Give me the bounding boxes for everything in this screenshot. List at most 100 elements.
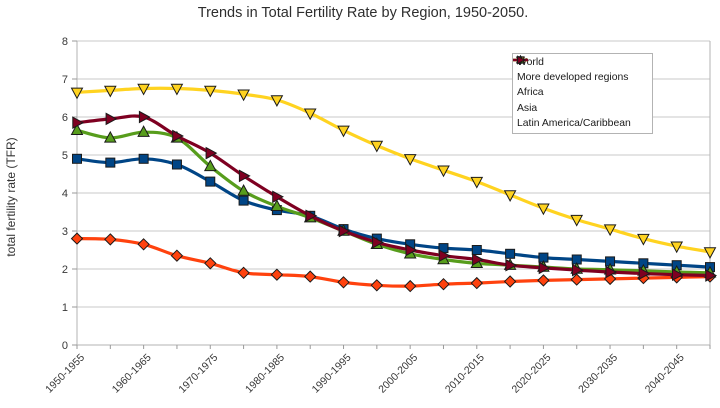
diamond-marker-icon xyxy=(337,276,350,289)
y-tick-label: 5 xyxy=(62,150,68,162)
triangle-right-marker-icon xyxy=(72,116,85,130)
triangle-down-marker-icon xyxy=(170,83,184,96)
x-tick-label: 2000-2005 xyxy=(376,352,420,396)
triangle-down-marker-icon xyxy=(337,125,350,138)
legend-marker-triangle-right-icon xyxy=(513,55,528,65)
triangle-right-marker-icon xyxy=(272,190,284,204)
y-axis-title: total fertility rate (TFR) xyxy=(4,137,18,256)
triangle-down-marker-icon xyxy=(137,83,150,96)
triangle-down-marker-icon xyxy=(370,140,384,153)
diamond-marker-icon xyxy=(237,266,250,280)
triangle-down-marker-icon xyxy=(470,176,484,189)
diamond-marker-icon xyxy=(537,274,550,287)
diamond-marker-icon xyxy=(270,268,284,281)
triangle-right-marker-icon xyxy=(238,169,251,183)
legend-item-asia: Asia xyxy=(513,54,652,116)
diamond-marker-icon xyxy=(170,249,184,262)
triangle-down-marker-icon xyxy=(237,89,250,102)
triangle-up-marker-icon xyxy=(70,123,84,135)
chart-title: Trends in Total Fertility Rate by Region… xyxy=(197,5,529,21)
legend-label: Africa xyxy=(517,87,544,99)
y-tick-label: 1 xyxy=(62,302,68,314)
triangle-right-marker-icon xyxy=(705,269,718,282)
diamond-marker-icon xyxy=(503,275,517,288)
triangle-down-marker-icon xyxy=(70,87,84,100)
triangle-right-marker-icon xyxy=(372,236,384,249)
x-tick-label: 1980-1985 xyxy=(243,352,287,396)
triangle-right-marker-icon xyxy=(538,261,551,275)
triangle-down-marker-icon xyxy=(437,165,450,178)
x-tick-label: 2040-2045 xyxy=(643,352,687,396)
triangle-down-marker-icon xyxy=(703,247,717,259)
triangle-up-marker-icon xyxy=(103,130,117,143)
triangle-down-marker-icon xyxy=(203,85,217,98)
triangle-right-marker-icon xyxy=(305,209,318,223)
x-tick-label: 1970-1975 xyxy=(176,352,220,396)
triangle-down-marker-icon xyxy=(537,203,550,216)
diamond-marker-icon xyxy=(137,238,150,251)
triangle-right-marker-icon xyxy=(205,146,218,160)
x-tick-label: 1950-1955 xyxy=(43,352,87,396)
diamond-marker-icon xyxy=(570,273,583,286)
diamond-marker-icon xyxy=(104,233,117,246)
y-tick-label: 0 xyxy=(62,340,68,352)
x-tick-label: 2030-2035 xyxy=(576,352,620,396)
triangle-right-marker-icon xyxy=(172,129,184,143)
triangle-down-marker-icon xyxy=(270,95,284,107)
diamond-marker-icon xyxy=(70,232,84,245)
triangle-right-marker-icon xyxy=(572,263,584,277)
diamond-marker-icon xyxy=(204,257,217,270)
diamond-marker-icon xyxy=(403,279,417,293)
x-tick-label: 1960-1965 xyxy=(110,352,154,396)
diamond-marker-icon xyxy=(437,277,450,291)
square-marker-icon xyxy=(471,245,482,255)
square-marker-icon xyxy=(238,195,249,206)
triangle-down-marker-icon xyxy=(603,224,617,237)
y-tick-label: 2 xyxy=(62,264,68,276)
triangle-right-marker-icon xyxy=(638,267,651,280)
y-tick-label: 3 xyxy=(62,226,68,238)
triangle-right-marker-icon xyxy=(472,253,484,266)
legend-item-latin-america-caribbean: Latin America/Caribbean xyxy=(513,55,652,132)
y-tick-label: 7 xyxy=(62,74,68,86)
y-tick-label: 6 xyxy=(62,112,68,124)
triangle-right-marker-icon xyxy=(605,265,618,279)
triangle-up-marker-icon xyxy=(203,159,217,172)
triangle-right-marker-icon xyxy=(105,112,118,126)
x-tick-label: 1990-1995 xyxy=(310,352,354,396)
legend-label: More developed regions xyxy=(517,71,629,83)
triangle-right-marker-icon xyxy=(672,268,684,282)
diamond-marker-icon xyxy=(303,270,317,283)
triangle-down-marker-icon xyxy=(503,190,517,202)
legend-label: Latin America/Caribbean xyxy=(517,117,631,129)
triangle-down-marker-icon xyxy=(103,85,117,98)
triangle-down-marker-icon xyxy=(570,214,584,227)
y-tick-label: 4 xyxy=(62,188,68,200)
square-marker-icon xyxy=(171,159,182,170)
triangle-right-marker-icon xyxy=(138,110,151,124)
series-line-latin-america-caribbean xyxy=(76,114,711,278)
triangle-up-marker-icon xyxy=(237,184,250,196)
legend-label: World xyxy=(517,56,544,68)
triangle-down-marker-icon xyxy=(403,154,417,166)
triangle-right-marker-icon xyxy=(338,224,351,238)
y-tick-label: 8 xyxy=(62,36,68,48)
x-tick-label: 2020-2025 xyxy=(510,352,554,396)
triangle-down-marker-icon xyxy=(637,233,650,246)
legend: World More developed regions Africa Asia Lat… xyxy=(512,53,653,134)
triangle-right-marker-icon xyxy=(517,55,526,65)
legend-item-africa: Africa xyxy=(513,56,652,101)
diamond-marker-icon xyxy=(470,276,484,290)
square-marker-icon xyxy=(105,157,116,168)
square-marker-icon xyxy=(505,248,516,259)
triangle-down-marker-icon xyxy=(670,241,684,254)
triangle-right-marker-icon xyxy=(438,249,451,263)
legend-label: Asia xyxy=(517,102,538,114)
triangle-down-marker-icon xyxy=(303,108,317,121)
legend-item-more-developed-regions: More developed regions xyxy=(513,55,652,86)
square-marker-icon xyxy=(138,153,149,164)
triangle-up-marker-icon xyxy=(270,199,284,211)
legend-item-world: World xyxy=(513,55,652,70)
